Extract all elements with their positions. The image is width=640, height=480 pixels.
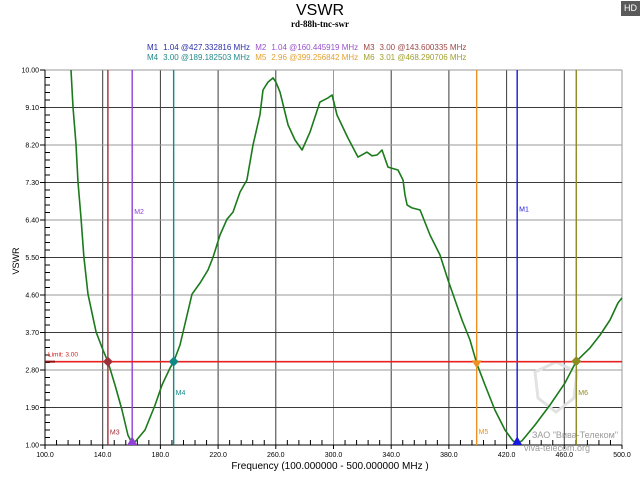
marker-legend-row-2: M4 3.00 @189.182503 MHz M5 2.96 @399.25684… — [147, 53, 469, 62]
limit-label: Limit: 3.00 — [48, 352, 78, 359]
y-tick-label: 1.00 — [25, 443, 39, 450]
marker-label-m4: M4 — [176, 390, 186, 397]
y-tick-label: 4.60 — [25, 293, 39, 300]
x-tick-label: 140.0 — [94, 452, 112, 459]
legend-value: 1.04 @160.445919 MHz — [271, 43, 359, 52]
x-tick-label: 260.0 — [267, 452, 285, 459]
marker-symbol-m6-icon — [571, 356, 582, 367]
legend-value: 3.00 @143.600335 MHz — [379, 43, 467, 52]
chart-subtitle: rd-88h-tnc-swr — [291, 19, 349, 29]
marker-label-m2: M2 — [134, 209, 144, 216]
legend-value: 3.00 @189.182503 MHz — [163, 53, 250, 62]
legend-value: 2.96 @399.256842 MHz — [271, 53, 359, 62]
marker-label-m3: M3 — [110, 430, 120, 437]
x-tick-label: 380.0 — [440, 452, 458, 459]
hd-badge[interactable]: HD — [621, 1, 640, 16]
legend-label: M6 — [363, 53, 375, 62]
y-tick-label: 5.50 — [25, 255, 39, 262]
marker-symbol-m4-icon — [168, 356, 179, 367]
y-tick-label: 3.70 — [25, 330, 39, 337]
legend-value: 1.04 @427.332816 MHz — [163, 43, 250, 52]
y-tick-label: 9.10 — [25, 105, 39, 112]
watermark-company: ЗАО "Вива-Телеком" — [532, 430, 619, 440]
legend-label: M3 — [363, 43, 375, 52]
legend-value: 3.01 @468.290706 MHz — [379, 53, 467, 62]
marker-label-m1: M1 — [519, 207, 529, 214]
y-tick-label: 1.90 — [25, 405, 39, 412]
y-tick-label: 6.40 — [25, 218, 39, 225]
marker-symbol-m3-icon — [102, 356, 113, 367]
y-tick-label: 10.00 — [21, 68, 39, 75]
x-tick-label: 220.0 — [209, 452, 227, 459]
x-tick-label: 300.0 — [325, 452, 343, 459]
marker-symbol-m1-icon — [512, 436, 523, 445]
y-tick-label: 8.20 — [25, 143, 39, 150]
legend-label: M2 — [255, 43, 267, 52]
legend-m1: M1 1.04 @427.332816 MHz — [147, 43, 253, 52]
x-axis-label: Frequency (100.000000 - 500.000000 MHz ) — [231, 461, 429, 472]
legend-m3: M3 3.00 @143.600335 MHz — [363, 43, 469, 52]
legend-m5: M5 2.96 @399.256842 MHz — [255, 53, 361, 62]
x-tick-label: 500.0 — [613, 452, 631, 459]
marker-symbol-m5-icon — [471, 360, 482, 369]
marker-legend-row-1: M1 1.04 @427.332816 MHz M2 1.04 @160.44591… — [147, 43, 469, 52]
legend-m6: M6 3.01 @468.290706 MHz — [363, 53, 469, 62]
y-axis-label: VSWR — [11, 247, 21, 275]
x-tick-label: 180.0 — [152, 452, 170, 459]
legend-m4: M4 3.00 @189.182503 MHz — [147, 53, 253, 62]
chart-title: VSWR — [296, 2, 344, 19]
marker-symbol-m2-icon — [127, 436, 138, 445]
x-tick-label: 420.0 — [498, 452, 516, 459]
x-tick-label: 100.0 — [36, 452, 54, 459]
legend-label: M5 — [255, 53, 267, 62]
x-tick-label: 340.0 — [382, 452, 400, 459]
legend-label: M4 — [147, 53, 159, 62]
marker-label-m6: M6 — [578, 390, 588, 397]
x-tick-label: 460.0 — [556, 452, 574, 459]
legend-label: M1 — [147, 43, 159, 52]
y-tick-label: 7.30 — [25, 180, 39, 187]
legend-m2: M2 1.04 @160.445919 MHz — [255, 43, 361, 52]
y-tick-label: 2.80 — [25, 368, 39, 375]
marker-label-m5: M5 — [479, 429, 489, 436]
watermark-site: viva-telecom.org — [524, 443, 591, 453]
